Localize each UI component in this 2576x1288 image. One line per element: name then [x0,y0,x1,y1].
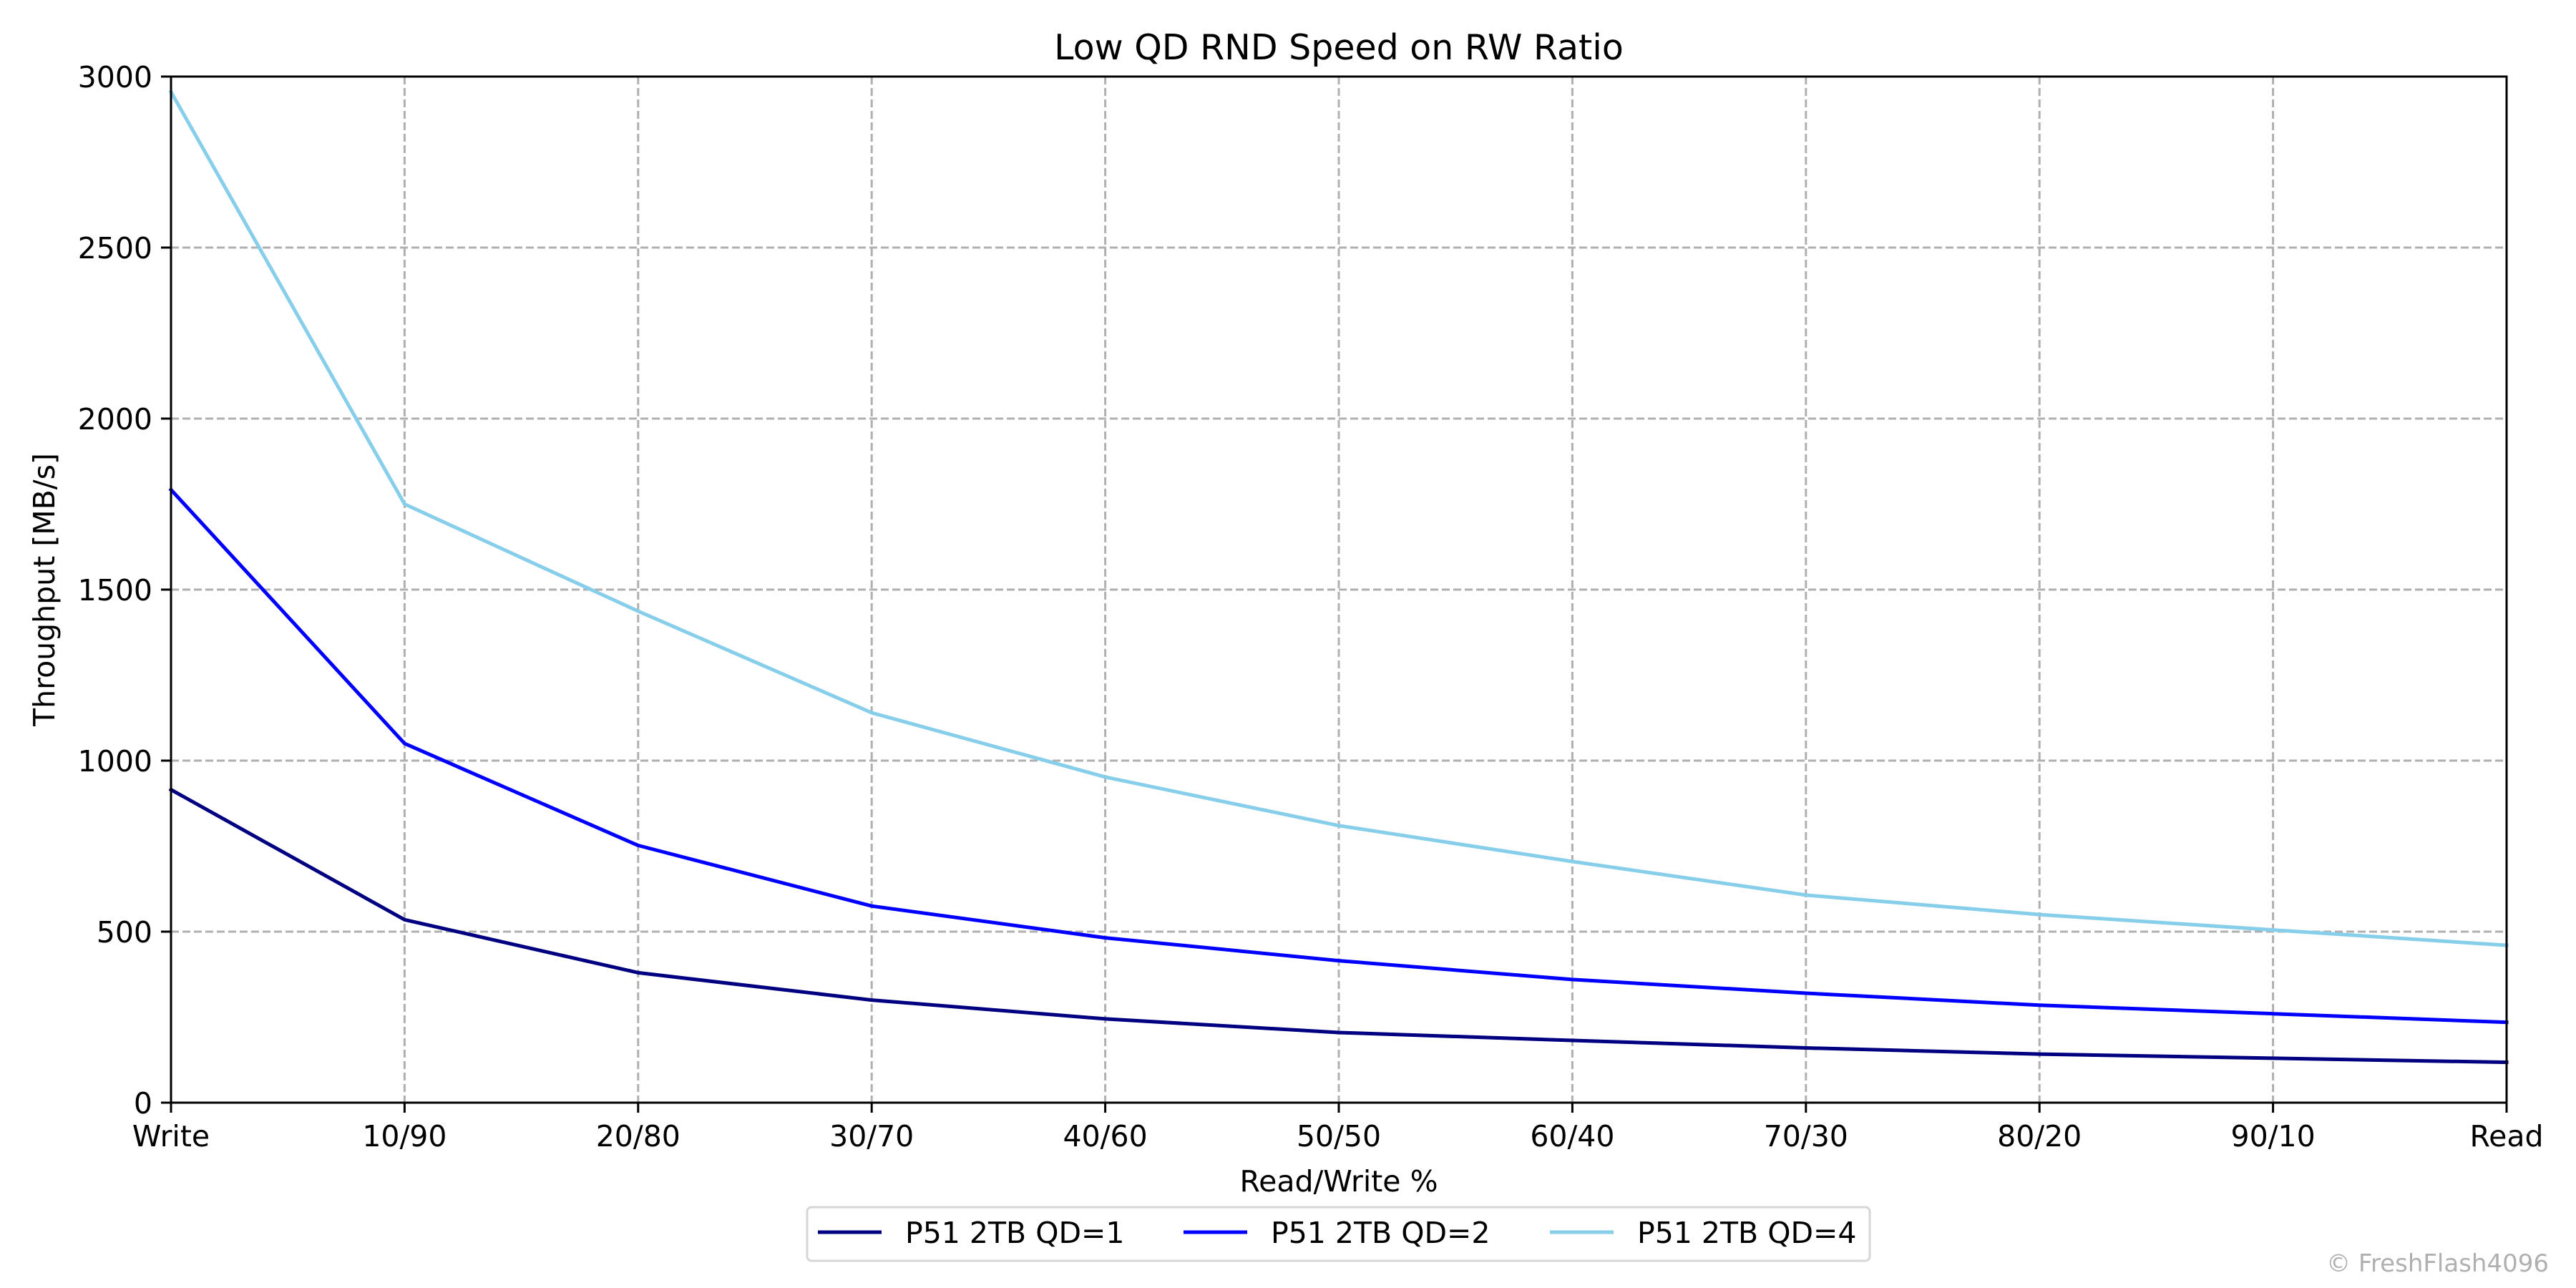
y-tick-label: 1500 [78,573,152,608]
y-axis-label: Throughput [MB/s] [27,453,62,727]
x-tick-label: 40/60 [1063,1119,1148,1153]
legend: P51 2TB QD=1 P51 2TB QD=2 P51 2TB QD=4 [806,1206,1871,1262]
x-tick-label: 70/30 [1764,1119,1848,1153]
y-axis-ticks: 0 500 1000 1500 2000 2500 3000 [78,60,171,1121]
x-tick-label: Read [2469,1119,2543,1153]
x-tick-label: Write [132,1119,210,1153]
x-tick-label: 20/80 [596,1119,680,1153]
series-line-qd4 [168,89,2509,947]
x-tick-label: 90/10 [2231,1119,2316,1153]
series-line-qd2 [168,487,2509,1025]
chart-title: Low QD RND Speed on RW Ratio [1054,27,1624,68]
x-tick-label: 30/70 [829,1119,914,1153]
series-line-qd1 [168,787,2509,1065]
x-axis-ticks: Write 10/90 20/80 30/70 40/60 50/50 60/40 70/30… [132,1103,2544,1153]
y-tick-label: 2500 [78,231,152,265]
x-tick-label: 50/50 [1297,1119,1381,1153]
legend-label: P51 2TB QD=4 [1637,1216,1857,1250]
legend-label: P51 2TB QD=2 [1271,1216,1491,1250]
x-axis-label: Read/Write % [1239,1164,1438,1199]
y-tick-label: 2000 [78,402,152,436]
y-tick-label: 1000 [78,744,152,779]
grid-lines [171,77,2507,1103]
watermark: © FreshFlash4096 [2326,1249,2549,1278]
y-tick-label: 500 [97,915,152,950]
legend-frame [806,1206,1871,1262]
x-tick-label: 10/90 [362,1119,447,1153]
legend-label: P51 2TB QD=1 [905,1216,1125,1250]
series-layer [168,89,2509,1065]
x-tick-label: 80/20 [1997,1119,2082,1153]
x-tick-label: 60/40 [1530,1119,1614,1153]
y-tick-label: 3000 [78,60,152,94]
y-tick-label: 0 [134,1086,152,1121]
